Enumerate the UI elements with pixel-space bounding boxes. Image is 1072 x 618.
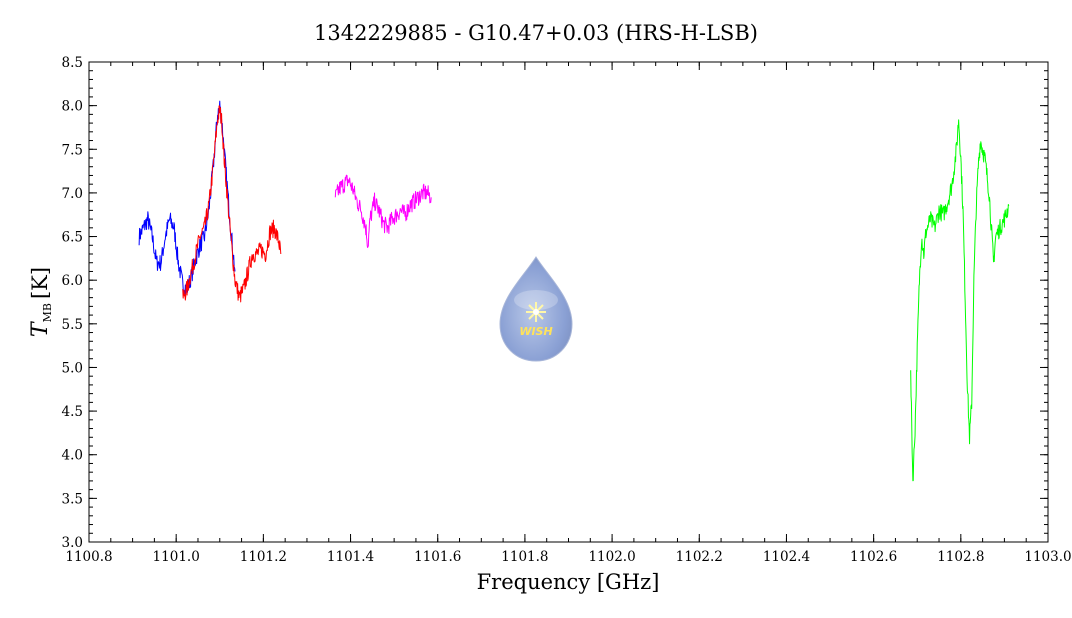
y-tick-label: 8.0 (62, 99, 83, 115)
chart-title: 1342229885 - G10.47+0.03 (HRS-H-LSB) (314, 21, 758, 45)
spectrum-line-2 (334, 174, 432, 249)
x-tick-label: 1102.2 (676, 549, 723, 565)
y-axis-label: TMB [K] (28, 267, 54, 337)
y-tick-label: 3.0 (62, 535, 83, 551)
x-tick-label: 1101.8 (501, 549, 548, 565)
plot-frame (88, 61, 1049, 543)
wish-logo: WISH (499, 256, 573, 362)
x-tick-label: 1100.8 (65, 549, 112, 565)
y-tick-label: 6.0 (62, 273, 83, 289)
spectrum-line-0 (138, 100, 236, 296)
x-tick-label: 1102.6 (850, 549, 897, 565)
y-tick-label: 6.5 (62, 230, 83, 246)
x-tick-label: 1101.0 (153, 549, 200, 565)
y-tick-label: 3.5 (62, 491, 83, 507)
x-tick-label: 1102.4 (763, 549, 810, 565)
logo-wordmark: WISH (519, 325, 552, 338)
y-tick-label: 5.0 (62, 360, 83, 376)
spectrum-line-1 (182, 105, 282, 303)
x-tick-label: 1101.6 (414, 549, 461, 565)
drop-highlight (514, 290, 558, 310)
x-tick-label: 1103.0 (1024, 549, 1071, 565)
y-tick-label: 7.5 (62, 142, 83, 158)
y-tick-label: 4.5 (62, 404, 83, 420)
svg-text:TMB[K]: TMB [K] (28, 267, 54, 337)
y-tick-label: 8.5 (62, 55, 83, 71)
x-axis-label: Frequency [GHz] (477, 570, 660, 594)
x-tick-label: 1102.8 (937, 549, 984, 565)
y-axis-subscript: MB (41, 303, 54, 322)
spectrum-line-3 (910, 119, 1010, 482)
y-tick-label: 5.5 (62, 317, 83, 333)
y-axis-unit: [K] (28, 267, 52, 299)
axis-ticks: 1100.8 1101.0 1101.2 1101.4 1101.6 1101.8 1102… (62, 55, 1072, 565)
y-tick-label: 4.0 (62, 448, 83, 464)
spectrum-series (138, 100, 1010, 482)
x-tick-label: 1101.4 (327, 549, 374, 565)
y-tick-label: 7.0 (62, 186, 83, 202)
y-axis-symbol: T (28, 320, 53, 337)
x-tick-label: 1101.2 (240, 549, 287, 565)
x-tick-label: 1102.0 (588, 549, 635, 565)
